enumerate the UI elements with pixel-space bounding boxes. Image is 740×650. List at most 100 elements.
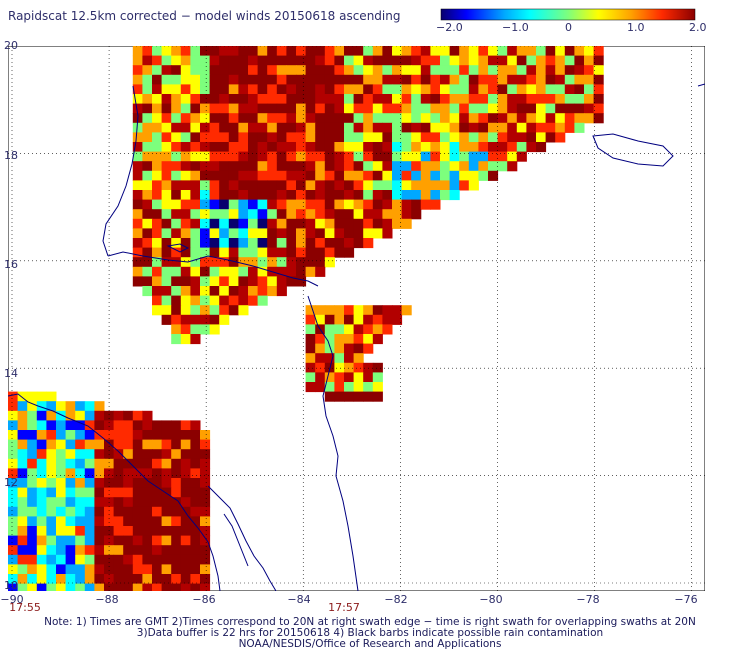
swath-cell (353, 170, 364, 181)
swath-cell (104, 487, 115, 498)
swath-cell (65, 545, 76, 556)
swath-cell (27, 564, 38, 575)
swath-cell (315, 55, 326, 66)
swath-cell (200, 199, 211, 210)
swath-cell (363, 190, 374, 201)
swath-cell (161, 151, 172, 162)
swath-cell (200, 218, 211, 229)
swath-cell (219, 170, 230, 181)
swath-cell (142, 564, 153, 575)
swath-cell (84, 420, 95, 431)
swath-cell (526, 103, 537, 114)
swath-cell (200, 439, 211, 450)
swath-cell (430, 142, 441, 153)
swath-cell (315, 180, 326, 191)
swath-cell (305, 74, 316, 85)
swath-cell (344, 103, 355, 114)
swath-cell (171, 122, 182, 133)
swath-cell (171, 170, 182, 181)
swath-cell (478, 65, 489, 76)
swath-cell (248, 103, 259, 114)
swath-cell (267, 170, 278, 181)
swath-cell (286, 151, 297, 162)
swath-cell (545, 46, 556, 57)
swath-cell (257, 103, 268, 114)
swath-cell (392, 65, 403, 76)
swath-cell (46, 574, 57, 585)
swath-cell (27, 478, 38, 489)
swath-cell (190, 94, 201, 105)
swath-cell (334, 132, 345, 143)
swath-cell (200, 583, 211, 591)
swath-cell (219, 295, 230, 306)
swath-cell (94, 410, 105, 421)
swath-cell (152, 209, 163, 220)
swath-cell (142, 458, 153, 469)
swath-cell (363, 46, 374, 57)
swath-cell (113, 497, 124, 508)
swath-cell (161, 74, 172, 85)
swath-cell (94, 497, 105, 508)
swath-cell (46, 410, 57, 421)
swath-cell (142, 449, 153, 460)
swath-cell (180, 535, 191, 546)
swath-cell (420, 122, 431, 133)
swath-cell (430, 55, 441, 66)
swath-cell (401, 305, 412, 316)
swath-cell (228, 103, 239, 114)
swath-cell (392, 132, 403, 143)
swath-cell (334, 247, 345, 258)
swath-cell (276, 74, 287, 85)
swath-cell (200, 545, 211, 556)
swath-cell (324, 382, 335, 393)
swath-cell (161, 190, 172, 201)
swath-cell (161, 84, 172, 95)
swath-cell (459, 46, 470, 57)
swath-cell (324, 55, 335, 66)
swath-cell (315, 382, 326, 393)
swath-cell (296, 103, 307, 114)
swath-cell (152, 554, 163, 565)
swath-cell (104, 468, 115, 479)
swath-cell (8, 458, 19, 469)
swath-cell (94, 583, 105, 591)
swath-cell (257, 247, 268, 258)
swath-cell (392, 190, 403, 201)
swath-cell (478, 103, 489, 114)
swath-cell (411, 151, 422, 162)
swath-cell (132, 74, 143, 85)
swath-cell (516, 103, 527, 114)
swath-cell (65, 506, 76, 517)
swath-cell (363, 170, 374, 181)
swath-cell (401, 65, 412, 76)
swath-cell (142, 228, 153, 239)
swath-cell (555, 74, 566, 85)
swath-cell (209, 324, 220, 335)
swath-cell (200, 516, 211, 527)
swath-cell (75, 574, 86, 585)
swath-cell (449, 180, 460, 191)
swath-cell (152, 65, 163, 76)
swath-cell (372, 382, 383, 393)
swath-cell (123, 564, 134, 575)
swath-cell (132, 574, 143, 585)
swath-cell (46, 554, 57, 565)
swath-cell (94, 526, 105, 537)
swath-cell (132, 564, 143, 575)
swath-cell (392, 180, 403, 191)
swath-cell (305, 46, 316, 57)
swath-cell (401, 113, 412, 124)
swath-cell (248, 247, 259, 258)
swath-cell (65, 516, 76, 527)
swath-cell (142, 554, 153, 565)
swath-cell (46, 487, 57, 498)
swath-cell (171, 468, 182, 479)
swath-cell (372, 209, 383, 220)
swath-cell (56, 430, 67, 441)
swath-cell (315, 238, 326, 249)
swath-cell (411, 84, 422, 95)
swath-cell (161, 55, 172, 66)
swath-cell (334, 209, 345, 220)
swath-cell (363, 94, 374, 105)
swath-cell (36, 526, 47, 537)
